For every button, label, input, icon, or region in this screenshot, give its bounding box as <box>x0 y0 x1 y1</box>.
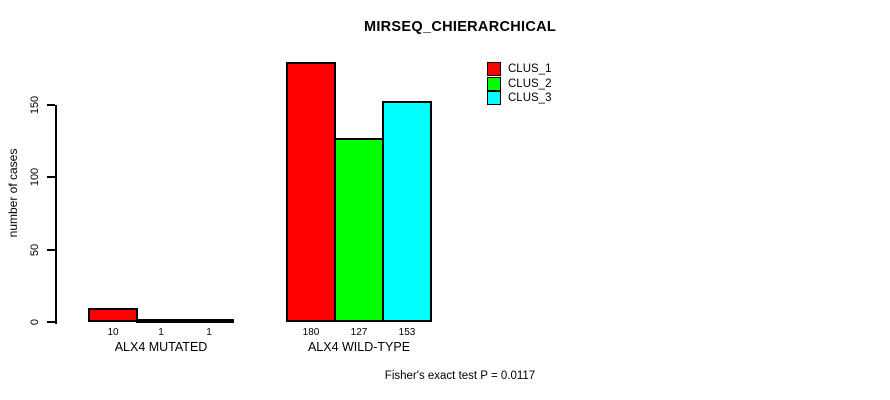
bar-value-label: 1 <box>158 327 164 338</box>
legend-item: CLUS_1 <box>487 62 551 77</box>
y-axis-label: number of cases <box>6 148 20 238</box>
y-tick-label: 100 <box>29 168 41 187</box>
y-tick-mark <box>47 176 55 179</box>
y-tick-mark <box>47 248 55 251</box>
legend-label: CLUS_1 <box>508 63 552 76</box>
legend-item: CLUS_2 <box>487 76 552 92</box>
bar-value-label: 153 <box>398 327 416 338</box>
bar-clus_2-group2 <box>334 138 384 322</box>
legend-item: CLUS_3 <box>487 91 551 106</box>
legend: CLUS_1 CLUS_2 CLUS_3 <box>487 62 551 106</box>
footnote: Fisher's exact test P = 0.0117 <box>384 370 536 382</box>
bar-value-label: 10 <box>107 327 119 338</box>
y-tick-label: 0 <box>29 318 41 326</box>
y-tick-mark <box>47 321 55 323</box>
y-tick-mark <box>47 104 55 106</box>
x-category-label: ALX4 WILD-TYPE <box>307 340 411 354</box>
bar-clus_1-group1 <box>88 307 138 322</box>
legend-label: CLUS_2 <box>508 77 552 90</box>
chart-title: MIRSEQ_CHIERARCHICAL <box>363 19 557 35</box>
bar-clus_1-group2 <box>286 61 336 322</box>
bar-value-label: 180 <box>302 327 320 338</box>
legend-swatch-clus_2 <box>487 76 501 91</box>
y-axis-line <box>55 105 57 324</box>
legend-swatch-clus_1 <box>487 62 501 77</box>
y-tick-label: 50 <box>29 243 41 256</box>
bar-clus_2-group1 <box>136 318 186 323</box>
y-tick-label: 150 <box>29 95 41 115</box>
bar-clus_3-group2 <box>382 100 432 322</box>
bar-value-label: 127 <box>350 327 368 338</box>
bar-value-label: 1 <box>206 327 212 338</box>
legend-swatch-clus_3 <box>487 91 501 106</box>
legend-label: CLUS_3 <box>508 92 552 105</box>
bar-clus_3-group1 <box>184 318 234 323</box>
x-category-label: ALX4 MUTATED <box>114 340 208 354</box>
